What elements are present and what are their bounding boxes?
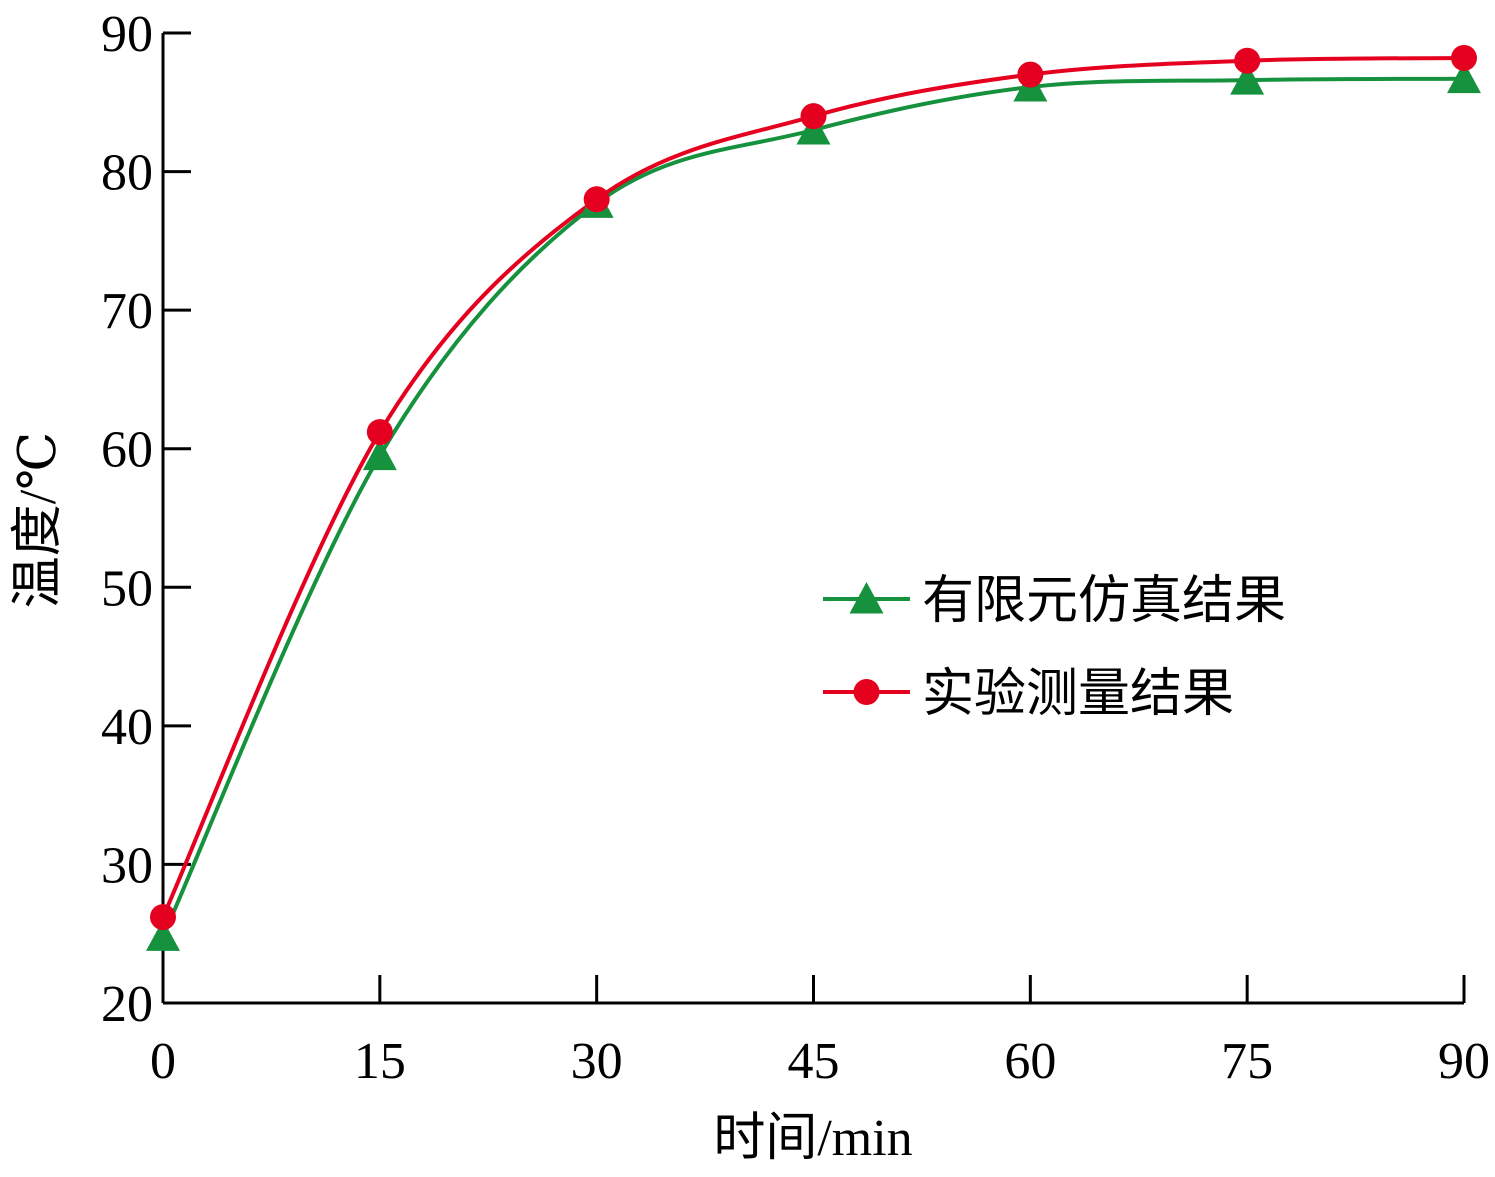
- series-markers: [146, 44, 1481, 951]
- legend-label-1: 实验测量结果: [922, 666, 1234, 723]
- data-point-0: [362, 438, 397, 471]
- legend-marker-1: [853, 679, 880, 705]
- y-axis-title: 温度/℃: [10, 432, 67, 609]
- y-tick-label: 80: [101, 145, 153, 202]
- y-tick-label: 40: [101, 699, 153, 756]
- axes: [161, 33, 1464, 1005]
- data-point-0: [146, 919, 180, 951]
- legend-marker-0: [849, 582, 884, 614]
- y-tick-label: 90: [101, 6, 153, 63]
- ticks: 20 30 40 50 60 70 80 90 0 15 30 45 60 75 90: [101, 6, 1490, 1090]
- y-tick-label: 50: [101, 560, 153, 617]
- legend-label-0: 有限元仿真结果: [922, 573, 1286, 630]
- y-tick-label: 70: [101, 283, 153, 340]
- y-tick-label: 30: [101, 837, 153, 894]
- data-point-0: [1447, 61, 1481, 94]
- x-tick-label: 45: [788, 1033, 840, 1090]
- x-tick-label: 30: [571, 1033, 623, 1090]
- y-tick-label: 60: [101, 422, 153, 479]
- x-tick-label: 15: [354, 1033, 406, 1090]
- data-point-1: [1234, 47, 1261, 74]
- series-line-0: [161, 76, 1465, 938]
- data-point-1: [366, 419, 393, 446]
- data-point-0: [1230, 63, 1265, 95]
- x-axis-title: 时间/min: [713, 1110, 912, 1167]
- series-lines: [161, 55, 1465, 938]
- data-point-1: [1017, 61, 1044, 88]
- x-tick-label: 0: [150, 1033, 176, 1090]
- data-point-1: [583, 186, 610, 213]
- data-point-1: [1451, 44, 1477, 71]
- x-tick-label: 90: [1438, 1033, 1490, 1090]
- y-tick-label: 20: [101, 976, 153, 1033]
- data-point-1: [800, 103, 827, 130]
- x-tick-label: 60: [1004, 1033, 1056, 1090]
- x-tick-label: 75: [1221, 1033, 1273, 1090]
- series-line-1: [161, 55, 1465, 918]
- data-point-1: [150, 904, 176, 931]
